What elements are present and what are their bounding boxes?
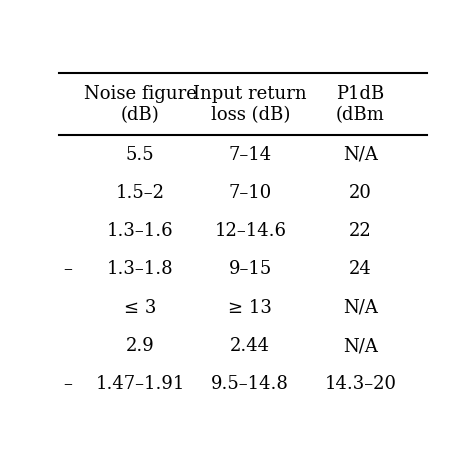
Text: 9–15: 9–15 xyxy=(228,261,272,279)
Text: 9.5–14.8: 9.5–14.8 xyxy=(211,375,289,393)
Text: N/A: N/A xyxy=(343,299,378,317)
Text: 5.5: 5.5 xyxy=(126,146,155,164)
Text: 1.3–1.6: 1.3–1.6 xyxy=(107,222,173,240)
Text: 1.3–1.8: 1.3–1.8 xyxy=(107,261,173,279)
Text: 1.47–1.91: 1.47–1.91 xyxy=(95,375,185,393)
Text: 7–10: 7–10 xyxy=(228,184,272,202)
Text: 12–14.6: 12–14.6 xyxy=(214,222,286,240)
Text: 2.44: 2.44 xyxy=(230,337,270,355)
Text: 14.3–20: 14.3–20 xyxy=(325,375,396,393)
Text: 7–14: 7–14 xyxy=(229,146,272,164)
Text: 2.9: 2.9 xyxy=(126,337,155,355)
Text: 20: 20 xyxy=(349,184,372,202)
Text: –: – xyxy=(63,375,72,393)
Text: Noise figure
(dB): Noise figure (dB) xyxy=(83,85,197,124)
Text: N/A: N/A xyxy=(343,146,378,164)
Text: Input return
loss (dB): Input return loss (dB) xyxy=(193,85,307,124)
Text: –: – xyxy=(63,261,72,279)
Text: 24: 24 xyxy=(349,261,372,279)
Text: P1dB
(dBm: P1dB (dBm xyxy=(336,85,385,124)
Text: ≤ 3: ≤ 3 xyxy=(124,299,156,317)
Text: 22: 22 xyxy=(349,222,372,240)
Text: ≥ 13: ≥ 13 xyxy=(228,299,272,317)
Text: N/A: N/A xyxy=(343,337,378,355)
Text: 1.5–2: 1.5–2 xyxy=(116,184,164,202)
